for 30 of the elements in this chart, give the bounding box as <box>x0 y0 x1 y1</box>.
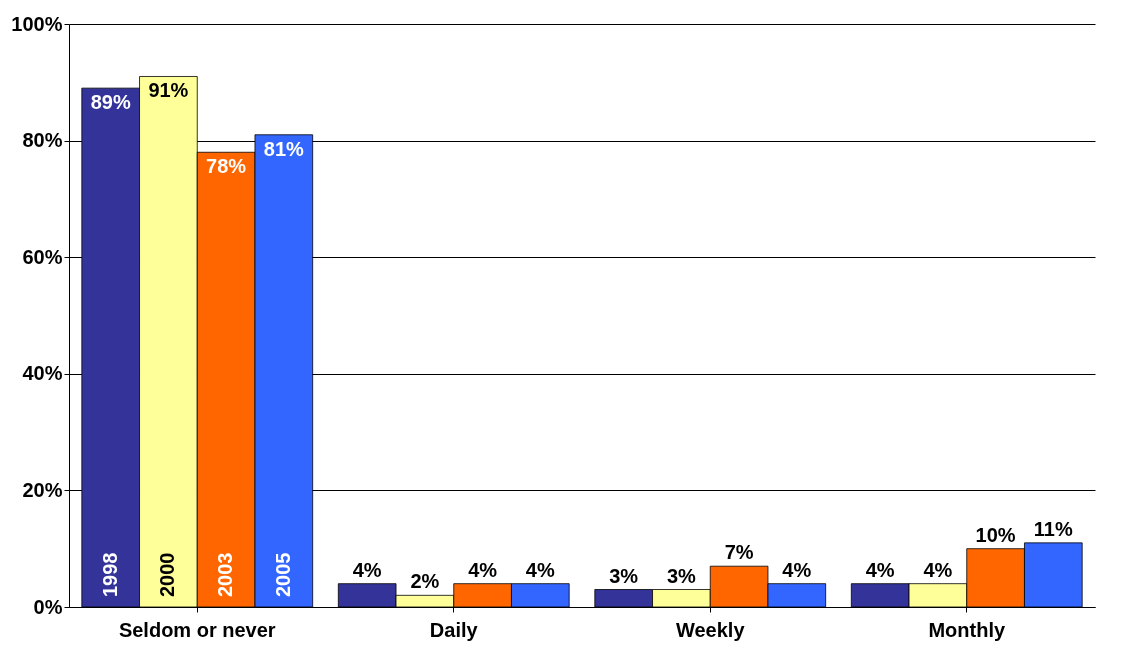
data-label: 4% <box>525 558 555 581</box>
data-label: 78% <box>206 155 247 178</box>
y-tick-label: 40% <box>22 362 63 385</box>
x-tick-label: Weekly <box>675 618 746 641</box>
x-tick-label: Monthly <box>928 618 1006 641</box>
data-label: 11% <box>1033 517 1073 540</box>
data-label: 81% <box>263 137 305 160</box>
data-label: 10% <box>975 523 1016 546</box>
series-label: 2000 <box>156 552 179 597</box>
data-label: 4% <box>782 558 812 581</box>
series-label: 2003 <box>214 552 237 597</box>
x-tick-label: Seldom or never <box>118 618 276 641</box>
series-label: 1998 <box>98 552 121 597</box>
data-label: 7% <box>724 541 754 564</box>
data-label: 3% <box>666 564 697 587</box>
y-tick-label: 0% <box>33 595 63 618</box>
data-label: 4% <box>352 558 382 581</box>
data-label: 4% <box>865 558 895 581</box>
series-label: 2005 <box>271 552 294 597</box>
y-tick-label: 100% <box>11 12 63 35</box>
y-tick-label: 20% <box>22 478 63 501</box>
data-label: 4% <box>923 558 953 581</box>
data-label: 89% <box>90 91 131 114</box>
data-label: 91% <box>148 79 189 102</box>
data-label: 4% <box>468 558 498 581</box>
data-label: 3% <box>609 564 639 587</box>
y-tick-label: 80% <box>22 129 63 152</box>
data-label: 2% <box>410 570 440 593</box>
x-tick-label: Daily <box>429 618 479 641</box>
y-tick-label: 60% <box>22 245 63 268</box>
